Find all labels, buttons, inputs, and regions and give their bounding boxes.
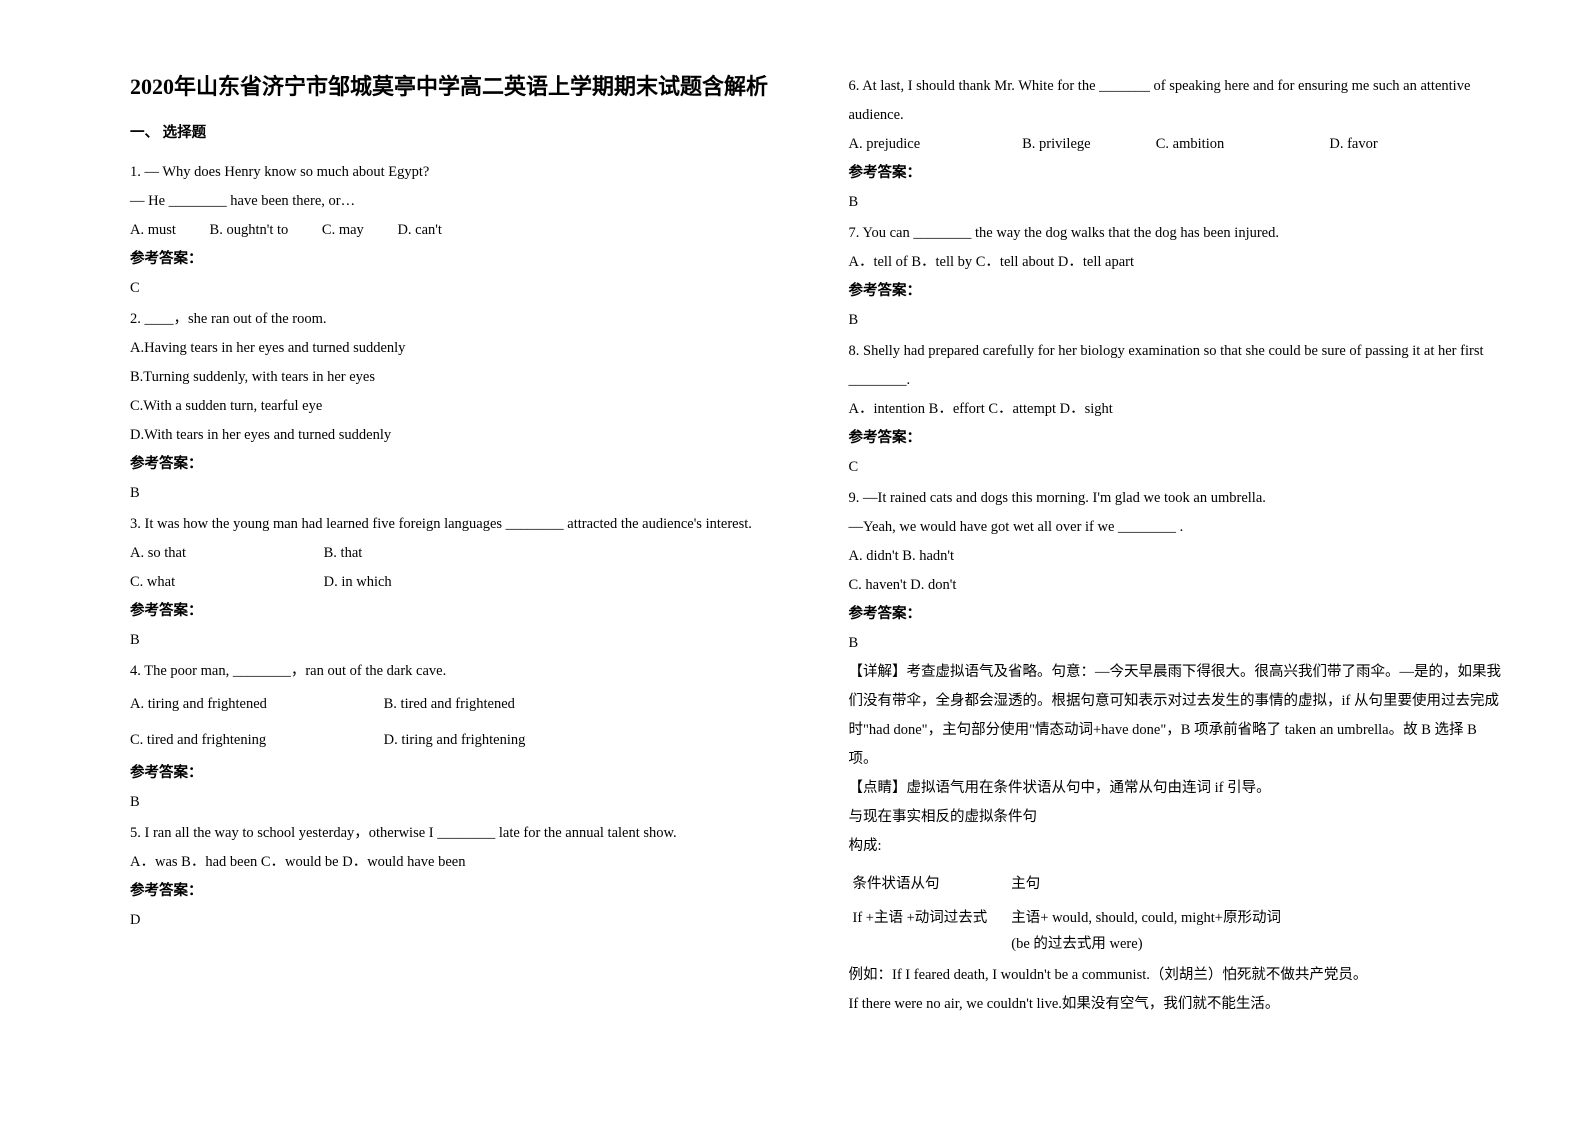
answer-label: 参考答案： <box>130 877 789 906</box>
options-row: C. what D. in which <box>130 568 789 597</box>
option: B. privilege <box>1022 130 1122 159</box>
answer-label: 参考答案： <box>849 277 1508 306</box>
option: A.Having tears in her eyes and turned su… <box>130 334 789 363</box>
question-text: 3. It was how the young man had learned … <box>130 510 789 539</box>
table-row: 条件状语从句 主句 <box>849 867 1301 901</box>
option: A. prejudice <box>849 130 989 159</box>
question-text: 1. — Why does Henry know so much about E… <box>130 158 789 187</box>
answer-label: 参考答案： <box>849 600 1508 629</box>
question-text: 2. ____，she ran out of the room. <box>130 305 789 334</box>
option: A. must <box>130 216 176 245</box>
answer-value: B <box>849 629 1508 658</box>
table-row: If +主语 +动词过去式 主语+ would, should, could, … <box>849 901 1301 961</box>
table-cell-line: (be 的过去式用 were) <box>1011 936 1142 952</box>
table-header: 条件状语从句 <box>849 867 1008 901</box>
option: B. oughtn't to <box>210 216 289 245</box>
question-text: 7. You can ________ the way the dog walk… <box>849 219 1508 248</box>
option: C.With a sudden turn, tearful eye <box>130 392 789 421</box>
answer-label: 参考答案： <box>130 245 789 274</box>
table-cell: 主语+ would, should, could, might+原形动词 (be… <box>1007 901 1301 961</box>
option: D. favor <box>1329 130 1377 159</box>
answer-value: B <box>849 188 1508 217</box>
question-text: —Yeah, we would have got wet all over if… <box>849 513 1508 542</box>
answer-value: C <box>130 274 789 303</box>
question-text: 6. At last, I should thank Mr. White for… <box>849 72 1508 130</box>
option: C. may <box>322 216 364 245</box>
option: C. haven't D. don't <box>849 571 1508 600</box>
option: D.With tears in her eyes and turned sudd… <box>130 421 789 450</box>
answer-value: B <box>130 626 789 655</box>
right-column: 6. At last, I should thank Mr. White for… <box>819 70 1538 1082</box>
options-row: A．tell of B．tell by C．tell about D．tell … <box>849 248 1508 277</box>
options-row: A．was B．had been C．would be D．would have… <box>130 848 789 877</box>
option: A. tiring and frightened <box>130 686 350 722</box>
option: A. didn't B. hadn't <box>849 542 1508 571</box>
options-row: C. tired and frightening D. tiring and f… <box>130 722 789 758</box>
answer-value: B <box>130 479 789 508</box>
question-text: 9. —It rained cats and dogs this morning… <box>849 484 1508 513</box>
answer-value: B <box>130 788 789 817</box>
option: C. what <box>130 568 290 597</box>
grammar-table: 条件状语从句 主句 If +主语 +动词过去式 主语+ would, shoul… <box>849 867 1301 961</box>
table-header: 主句 <box>1007 867 1301 901</box>
options-row: A. so that B. that <box>130 539 789 568</box>
answer-label: 参考答案： <box>130 759 789 788</box>
question-text: 8. Shelly had prepared carefully for her… <box>849 337 1508 395</box>
options-row: A．intention B．effort C．attempt D．sight <box>849 395 1508 424</box>
explanation-text: If there were no air, we couldn't live.如… <box>849 990 1508 1019</box>
option: D. in which <box>324 568 392 597</box>
option: C. ambition <box>1156 130 1296 159</box>
option: D. tiring and frightening <box>384 722 526 758</box>
question-text: — He ________ have been there, or… <box>130 187 789 216</box>
option: B. that <box>324 539 363 568</box>
answer-value: B <box>849 306 1508 335</box>
question-text: 4. The poor man, ________，ran out of the… <box>130 657 789 686</box>
options-row: A. must B. oughtn't to C. may D. can't <box>130 216 789 245</box>
answer-label: 参考答案： <box>849 424 1508 453</box>
option: C. tired and frightening <box>130 722 350 758</box>
answer-value: D <box>130 906 789 935</box>
answer-value: C <box>849 453 1508 482</box>
options-row: A. tiring and frightened B. tired and fr… <box>130 686 789 722</box>
section-heading: 一、 选择题 <box>130 119 789 148</box>
answer-label: 参考答案： <box>849 159 1508 188</box>
answer-label: 参考答案： <box>130 597 789 626</box>
question-text: 5. I ran all the way to school yesterday… <box>130 819 789 848</box>
table-cell-line: 主语+ would, should, could, might+原形动词 <box>1011 910 1281 926</box>
explanation-text: 构成: <box>849 832 1508 861</box>
left-column: 2020年山东省济宁市邹城莫亭中学高二英语上学期期末试题含解析 一、 选择题 1… <box>100 70 819 1082</box>
option: B.Turning suddenly, with tears in her ey… <box>130 363 789 392</box>
explanation-text: 【详解】考查虚拟语气及省略。句意：—今天早晨雨下得很大。很高兴我们带了雨伞。—是… <box>849 658 1508 774</box>
explanation-text: 与现在事实相反的虚拟条件句 <box>849 803 1508 832</box>
option: D. can't <box>397 216 441 245</box>
document-title: 2020年山东省济宁市邹城莫亭中学高二英语上学期期末试题含解析 <box>130 70 789 103</box>
answer-label: 参考答案： <box>130 450 789 479</box>
option: A. so that <box>130 539 290 568</box>
table-cell: If +主语 +动词过去式 <box>849 901 1008 961</box>
options-row: A. prejudice B. privilege C. ambition D.… <box>849 130 1508 159</box>
option: B. tired and frightened <box>384 686 515 722</box>
explanation-text: 【点睛】虚拟语气用在条件状语从句中，通常从句由连词 if 引导。 <box>849 774 1508 803</box>
explanation-text: 例如：If I feared death, I wouldn't be a co… <box>849 961 1508 990</box>
